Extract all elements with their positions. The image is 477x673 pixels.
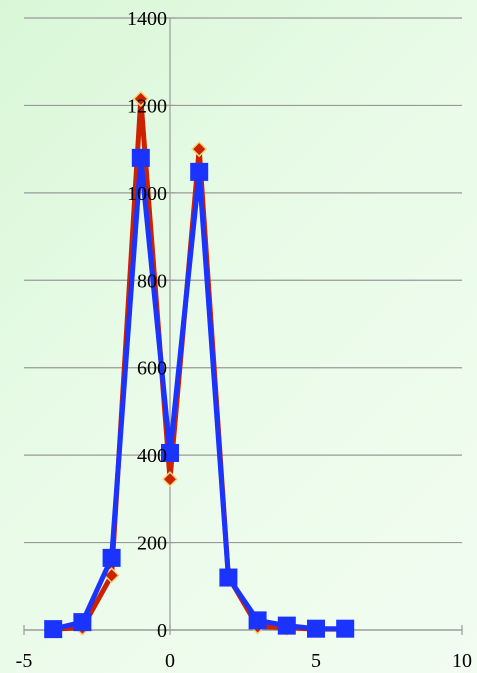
series-2-point — [190, 162, 209, 181]
x-tick-label: 5 — [311, 650, 321, 672]
y-tick-label: 0 — [157, 620, 167, 642]
series-2-point — [307, 619, 325, 638]
gridlines — [24, 17, 462, 631]
series-2-point — [277, 616, 296, 635]
y-tick-label: 600 — [137, 358, 167, 380]
series-1-point — [191, 141, 208, 158]
series-1-point — [161, 471, 179, 488]
series-2-point — [248, 611, 267, 630]
y-tick-label: 1000 — [127, 183, 167, 205]
series-2 — [44, 148, 355, 639]
series-2-point — [73, 613, 92, 632]
series-2-line — [52, 155, 346, 632]
x-tick-label: 0 — [165, 650, 175, 672]
tick-labels: 0 200 400 600 800 1000 1200 1400 -5 0 5 10 — [16, 8, 472, 672]
series-1-point — [132, 90, 149, 107]
series-2-point — [219, 568, 238, 587]
series-2-point — [44, 620, 63, 639]
series-2-point — [336, 619, 355, 638]
series-2-point — [102, 548, 121, 567]
series-2-point — [131, 148, 150, 167]
y-tick-label: 1400 — [127, 8, 167, 30]
y-tick-label: 200 — [137, 533, 167, 555]
x-tick-label: 10 — [452, 650, 472, 672]
series-2-point — [161, 443, 179, 462]
y-tick-label: 800 — [137, 270, 167, 292]
y-tick-label: 400 — [137, 445, 167, 467]
x-tick-label: -5 — [16, 650, 33, 672]
series-lines — [44, 90, 355, 639]
y-tick-label: 1200 — [127, 95, 167, 117]
